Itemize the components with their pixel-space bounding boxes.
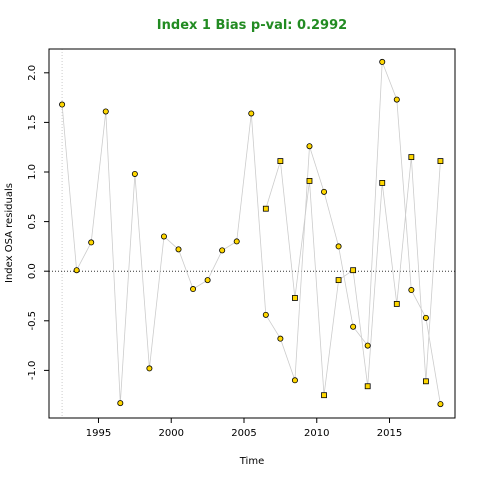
data-point-circle: [117, 400, 124, 407]
y-tick-label: -1.0: [27, 361, 38, 381]
data-point-square: [408, 154, 415, 161]
data-point-square: [292, 295, 298, 301]
y-tick-label: 1.0: [27, 164, 38, 180]
data-point-square: [335, 277, 342, 284]
x-tick-label: 2005: [231, 428, 256, 439]
data-point-circle: [233, 238, 240, 245]
data-point-circle: [277, 335, 284, 342]
plot-frame: [48, 48, 456, 419]
y-tick-label: 0.0: [27, 263, 38, 279]
data-point-circle: [59, 101, 66, 108]
x-tick-label: 2010: [304, 428, 329, 439]
data-point-circle: [88, 239, 95, 246]
x-axis-label: Time: [239, 456, 264, 467]
data-point-square: [437, 158, 444, 164]
y-tick-label: 0.5: [27, 214, 38, 230]
data-point-circle: [335, 243, 342, 250]
data-point-circle: [248, 110, 255, 117]
data-point-square: [321, 392, 327, 399]
data-point-square: [277, 158, 284, 164]
data-point-square: [422, 378, 429, 385]
data-point-square: [379, 180, 386, 186]
data-point-circle: [219, 247, 226, 254]
y-tick-label: 2.0: [27, 65, 38, 81]
x-tick-label: 2015: [377, 428, 402, 439]
data-point-circle: [437, 401, 444, 408]
data-point-circle: [393, 96, 400, 103]
data-point-circle: [146, 365, 153, 372]
data-point-circle: [175, 246, 182, 253]
data-point-circle: [379, 58, 386, 65]
chart-title: Index 1 Bias p-val: 0.2992: [157, 18, 347, 33]
y-axis-label: Index OSA residuals: [4, 183, 15, 283]
data-point-square: [364, 383, 371, 390]
data-point-square: [262, 205, 269, 212]
data-point-circle: [131, 170, 138, 177]
data-point-circle: [321, 188, 328, 195]
data-point-circle: [350, 323, 357, 330]
data-point-circle: [190, 286, 197, 293]
y-tick-label: 1.5: [27, 114, 38, 130]
data-point-circle: [291, 377, 298, 384]
data-point-circle: [422, 314, 429, 321]
data-point-square: [306, 178, 313, 184]
x-tick-label: 1995: [86, 428, 111, 439]
data-point-square: [393, 301, 400, 307]
y-tick-label: -0.5: [27, 311, 38, 331]
data-point-circle: [160, 233, 167, 240]
data-point-circle: [408, 287, 415, 294]
data-point-circle: [73, 267, 80, 274]
data-point-circle: [102, 108, 109, 115]
x-tick-label: 2000: [159, 428, 184, 439]
data-point-circle: [204, 277, 211, 284]
data-point-circle: [364, 342, 371, 349]
data-point-circle: [262, 311, 269, 318]
data-point-square: [350, 267, 357, 274]
data-point-circle: [306, 143, 313, 150]
